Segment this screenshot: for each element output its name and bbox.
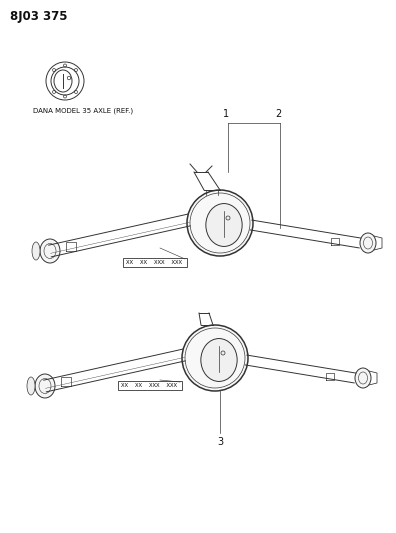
Text: 8J03 375: 8J03 375 — [10, 10, 67, 23]
Ellipse shape — [206, 204, 242, 246]
Ellipse shape — [35, 374, 55, 398]
Ellipse shape — [32, 242, 40, 260]
Ellipse shape — [360, 233, 376, 253]
Text: XX  XX  XXX  XXX: XX XX XXX XXX — [126, 260, 182, 265]
Text: DANA MODEL 35 AXLE (REF.): DANA MODEL 35 AXLE (REF.) — [33, 108, 133, 115]
Ellipse shape — [27, 377, 35, 395]
Ellipse shape — [182, 325, 248, 391]
Ellipse shape — [355, 368, 371, 388]
Text: 2: 2 — [275, 109, 281, 119]
Text: XX  XX  XXX  XXX: XX XX XXX XXX — [121, 383, 177, 388]
Ellipse shape — [201, 338, 237, 382]
Text: 3: 3 — [217, 437, 223, 447]
Ellipse shape — [187, 190, 253, 256]
Text: 1: 1 — [223, 109, 229, 119]
Ellipse shape — [40, 239, 60, 263]
